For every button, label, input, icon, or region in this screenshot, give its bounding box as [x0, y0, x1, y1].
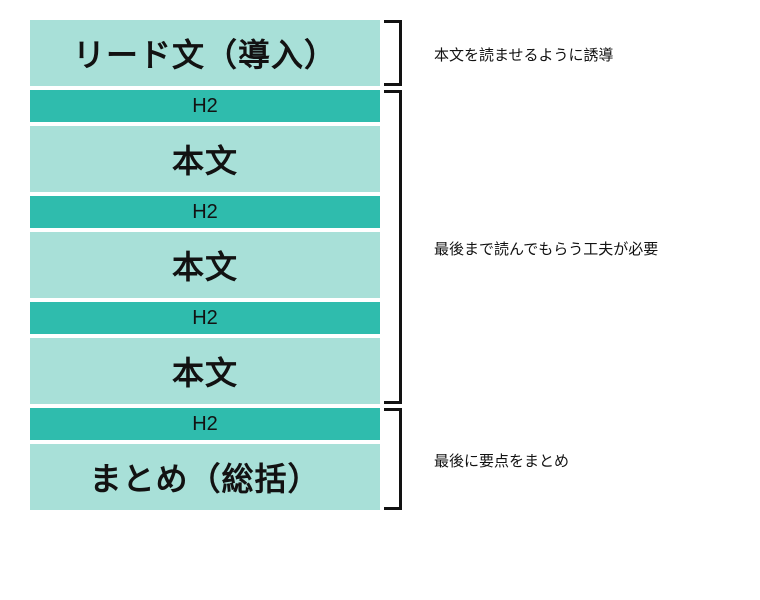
structure-block: H2 — [30, 302, 380, 334]
block-label: H2 — [192, 307, 218, 330]
blocks-column: リード文（導入） H2 本文 H2 本文 H2 本文 H2 まとめ（総括） — [30, 20, 380, 510]
block-label: 本文 — [172, 136, 238, 182]
annotations-column: 本文を読ませるように誘導最後まで読んでもらう工夫が必要最後に要点をまとめ — [406, 20, 726, 514]
block-label: H2 — [192, 95, 218, 118]
block-label: 本文 — [172, 348, 238, 394]
structure-block: まとめ（総括） — [30, 444, 380, 510]
block-label: 本文 — [172, 242, 238, 288]
brackets-column — [380, 20, 406, 514]
bracket — [384, 20, 402, 86]
annotation-text: 本文を読ませるように誘導 — [434, 44, 614, 65]
structure-block: 本文 — [30, 126, 380, 192]
block-label: H2 — [192, 201, 218, 224]
structure-block: リード文（導入） — [30, 20, 380, 86]
bracket — [384, 90, 402, 404]
block-label: H2 — [192, 413, 218, 436]
structure-block: 本文 — [30, 338, 380, 404]
block-label: まとめ（総括） — [89, 454, 320, 500]
block-label: リード文（導入） — [73, 30, 337, 76]
bracket — [384, 408, 402, 510]
structure-block: H2 — [30, 408, 380, 440]
structure-block: H2 — [30, 196, 380, 228]
annotation-text: 最後に要点をまとめ — [434, 450, 569, 471]
structure-block: 本文 — [30, 232, 380, 298]
annotation-text: 最後まで読んでもらう工夫が必要 — [434, 238, 658, 259]
structure-block: H2 — [30, 90, 380, 122]
diagram-root: リード文（導入） H2 本文 H2 本文 H2 本文 H2 まとめ（総括） 本文を読ませるように… — [30, 20, 726, 514]
